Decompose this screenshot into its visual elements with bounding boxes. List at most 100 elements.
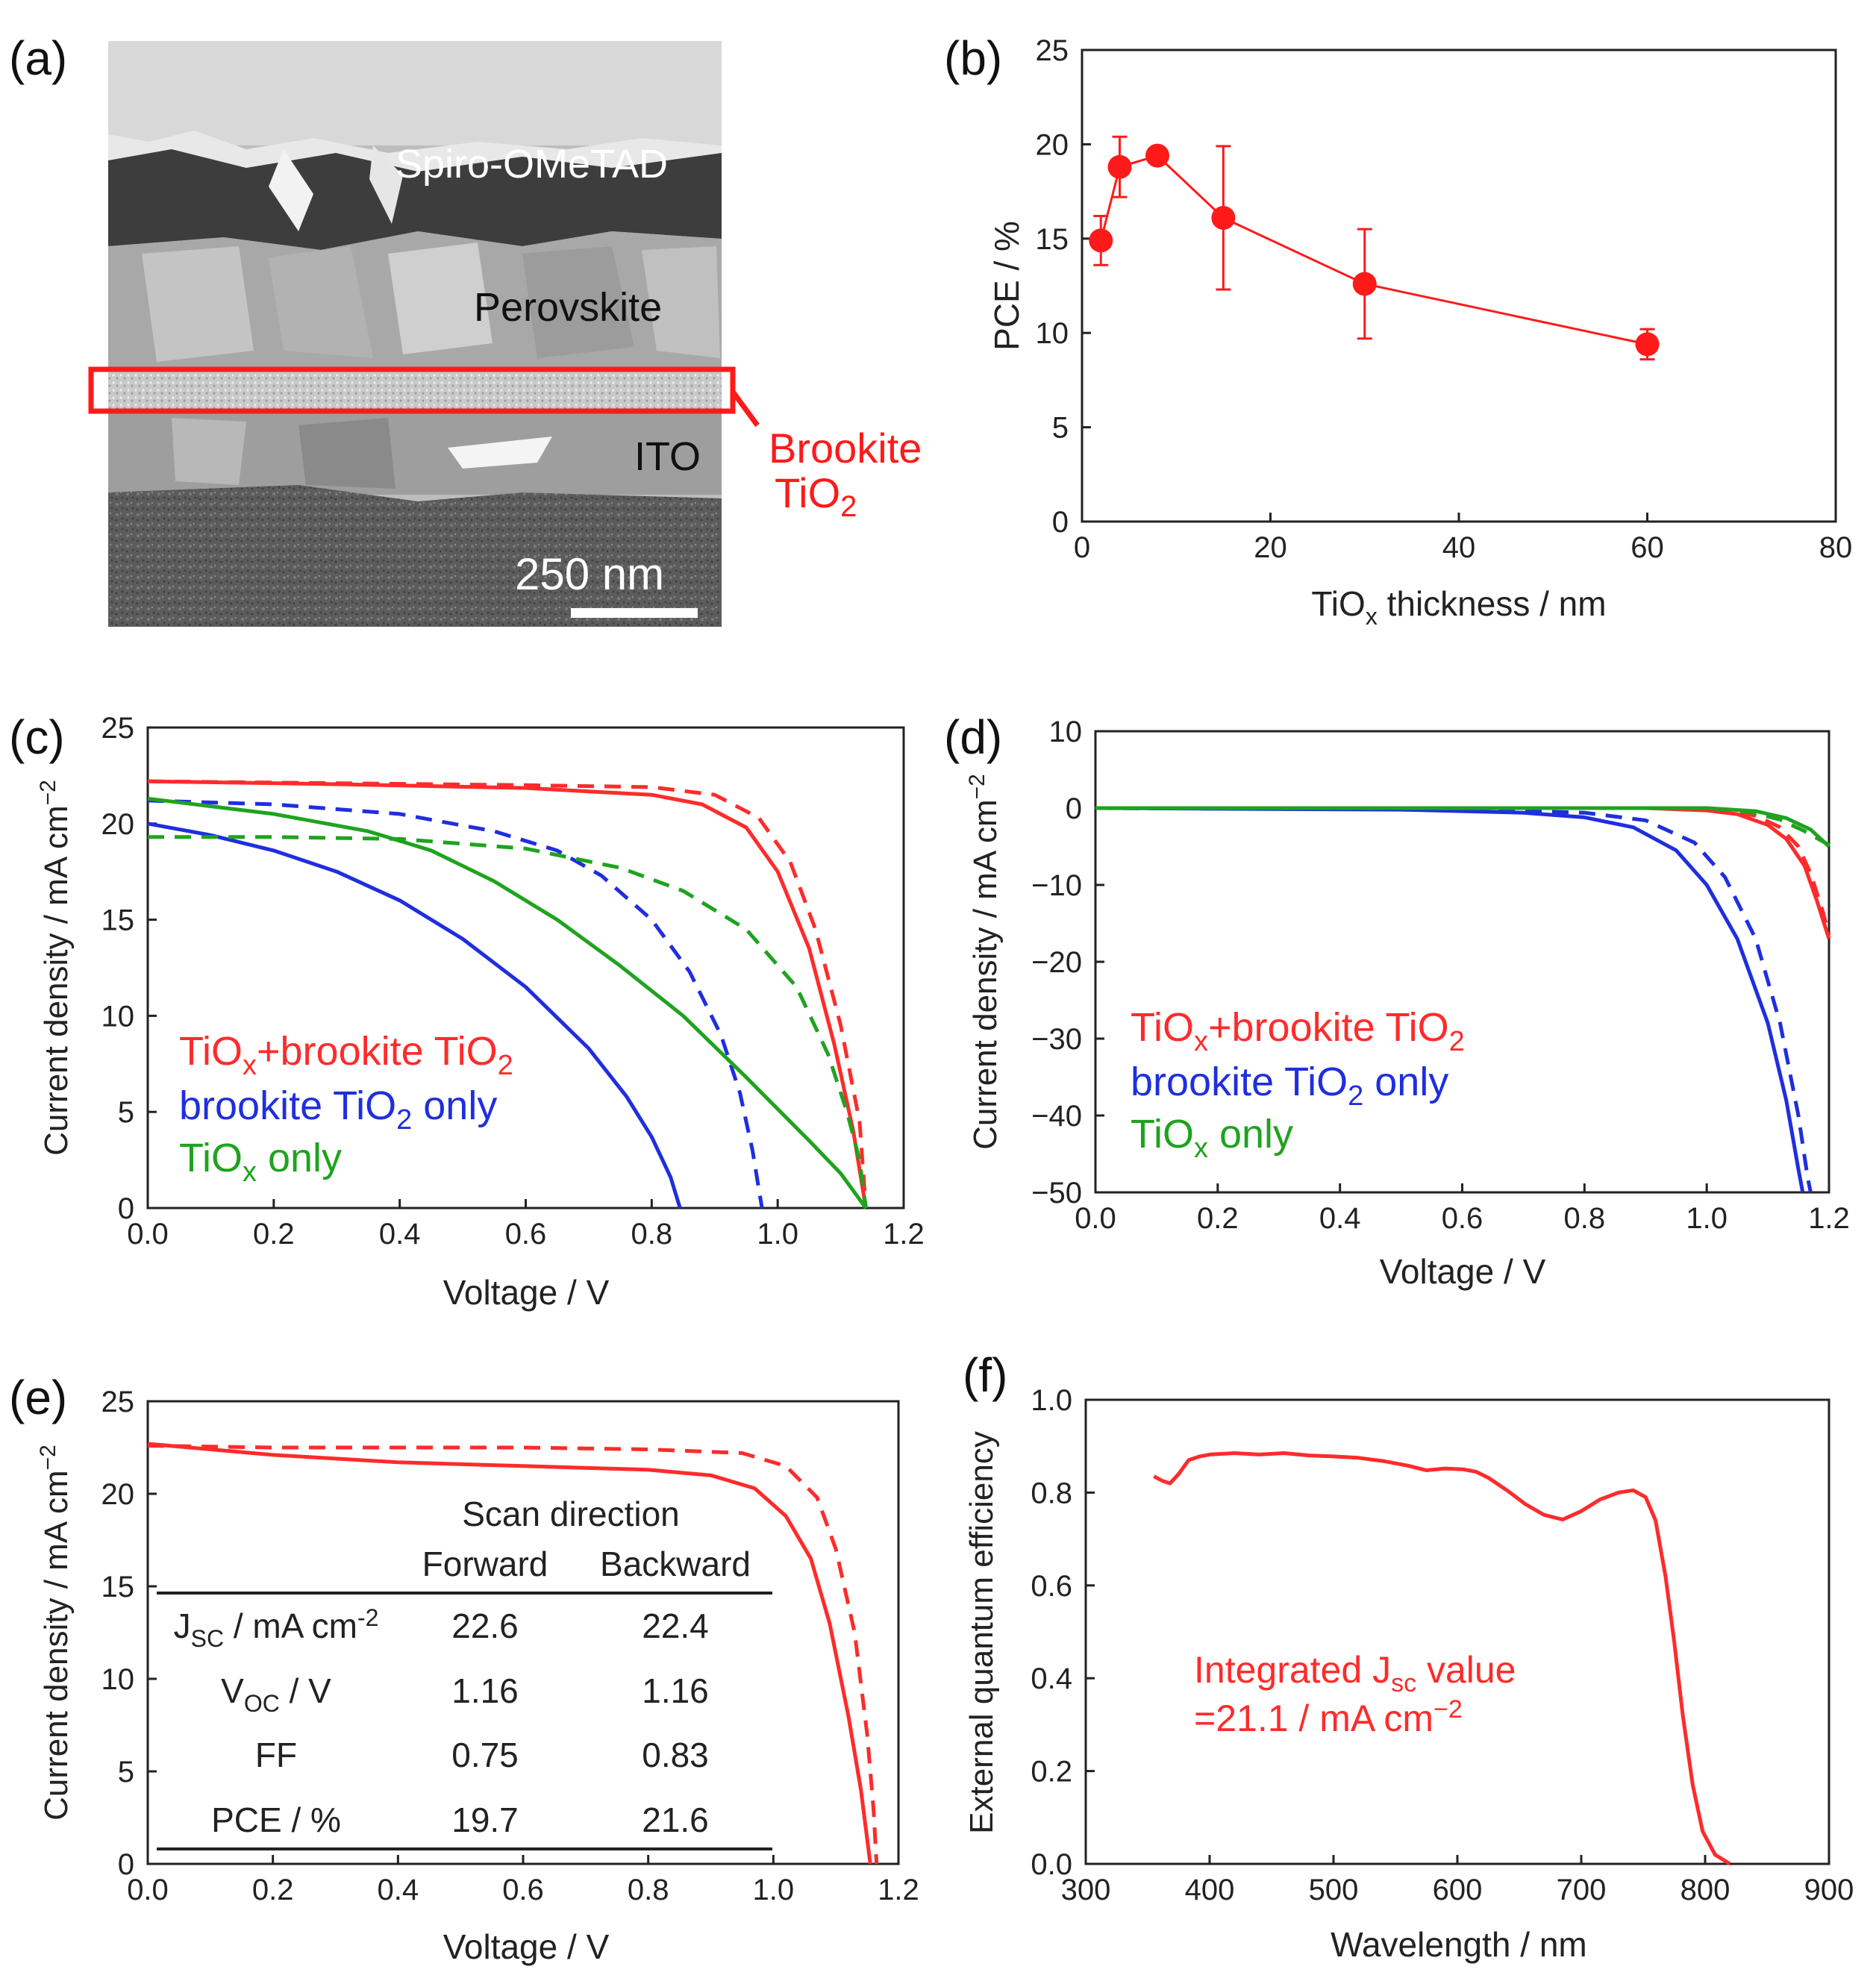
sem-image xyxy=(88,41,760,627)
y-tick-label-d-1: −40 xyxy=(1031,1100,1082,1133)
table-cell-pce-forward: 19.7 xyxy=(451,1800,519,1839)
x-axis-label-e: Voltage / V xyxy=(443,1927,610,1966)
table-col-forward: Forward xyxy=(422,1545,548,1583)
table-row-label-jsc: JSC / mA cm-2 xyxy=(174,1604,379,1652)
data-point-0 xyxy=(1089,228,1113,253)
table-row-label-ff: FF xyxy=(255,1736,297,1774)
layer-label-ito: ITO xyxy=(634,434,701,479)
x-tick-label-f-0: 300 xyxy=(1061,1874,1111,1906)
table-cell-voc-forward: 1.16 xyxy=(451,1671,519,1710)
y-tick-label-e-4: 20 xyxy=(101,1478,135,1511)
y-tick-label-b-1: 5 xyxy=(1052,412,1069,445)
legend-c-item-1: brookite TiO2 only xyxy=(179,1083,497,1136)
panel-c: (c) 0.0 0.2 0.4 0.6 0.8 1.0 1.2 0 5 10 15 20 25 Curr… xyxy=(9,710,925,1312)
axis-ticks-b: 0 20 40 60 80 0 5 10 15 20 25 xyxy=(1036,34,1853,564)
y-tick-label-e-2: 10 xyxy=(101,1663,135,1696)
layer-label-spiro: Spiro-OMeTAD xyxy=(395,142,668,187)
panel-label-f: (f) xyxy=(963,1348,1007,1402)
series-line-c-2 xyxy=(147,822,682,1209)
x-tick-label-f-4: 700 xyxy=(1557,1874,1607,1906)
y-tick-label-f-3: 0.6 xyxy=(1031,1570,1072,1603)
axis-ticks-d: 0.0 0.2 0.4 0.6 0.8 1.0 1.2 −50 −40 −30 −20 −10 0 10 xyxy=(1031,716,1850,1235)
y-axis-label-f: External quantum efficiency xyxy=(963,1431,1000,1834)
series-line-c-5 xyxy=(148,835,868,1209)
table-col-backward: Backward xyxy=(600,1545,751,1583)
legend-d-item-2: TiOx only xyxy=(1131,1112,1293,1164)
plot-frame-d xyxy=(1094,730,1830,1194)
y-tick-label-b-0: 0 xyxy=(1052,506,1069,539)
series-line-c-0 xyxy=(147,779,868,1209)
x-axis-label-b: TiOx thickness / nm xyxy=(1311,584,1606,630)
y-tick-label-c-4: 20 xyxy=(101,808,135,841)
panel-label-d: (d) xyxy=(944,710,1002,764)
table-cell-ff-backward: 0.83 xyxy=(642,1736,709,1774)
axis-ticks-e: 0.0 0.2 0.4 0.6 0.8 1.0 1.2 0 5 10 15 20 25 xyxy=(101,1386,919,1906)
y-tick-label-f-4: 0.8 xyxy=(1031,1477,1072,1509)
y-tick-label-d-3: −20 xyxy=(1031,946,1082,979)
table-cell-ff-forward: 0.75 xyxy=(451,1736,519,1774)
y-tick-label-c-1: 5 xyxy=(118,1096,134,1129)
data-point-5 xyxy=(1635,332,1660,357)
y-tick-label-e-1: 5 xyxy=(118,1756,134,1789)
series-line-f-0 xyxy=(1153,1451,1731,1866)
table-cell-jsc-backward: 22.4 xyxy=(642,1606,709,1645)
data-point-2 xyxy=(1145,143,1169,168)
x-tick-label-b-2: 40 xyxy=(1442,531,1476,564)
data-point-3 xyxy=(1211,205,1236,230)
y-axis-label-b: PCE / % xyxy=(987,221,1026,351)
results-table: Scan direction Forward Backward JSC / mA… xyxy=(157,1495,772,1850)
plot-frame-b xyxy=(1081,48,1837,523)
x-tick-label-e-1: 0.2 xyxy=(252,1874,294,1906)
y-axis-label-e: Current density / mA cm−2 xyxy=(36,1445,75,1821)
legend-d-item-1: brookite TiO2 only xyxy=(1131,1060,1448,1112)
x-tick-label-c-0: 0.0 xyxy=(127,1218,169,1251)
annotation-line-2: =21.1 / mA cm−2 xyxy=(1194,1695,1463,1739)
pce-trend-line xyxy=(1099,154,1648,345)
x-tick-label-f-3: 600 xyxy=(1433,1874,1483,1906)
series-line-e-1 xyxy=(147,1444,879,1865)
layer-label-perovskite: Perovskite xyxy=(474,285,662,330)
y-tick-label-d-6: 10 xyxy=(1049,716,1083,748)
data-marks-b xyxy=(1089,135,1660,361)
panel-b: (b) 0 20 40 60 80 0 5 10 15 20 25 PCE / % TiOx thi… xyxy=(944,31,1852,630)
y-tick-label-e-3: 15 xyxy=(101,1571,135,1603)
x-tick-label-c-6: 1.2 xyxy=(883,1218,925,1251)
series-line-d-2 xyxy=(1095,806,1831,939)
series-line-d-4 xyxy=(1095,806,1830,848)
legend-c-item-0: TiOx+brookite TiO2 xyxy=(179,1029,513,1081)
x-tick-label-b-1: 20 xyxy=(1254,531,1287,564)
y-tick-label-f-0: 0.0 xyxy=(1031,1848,1072,1881)
panel-label-c: (c) xyxy=(9,710,65,764)
scale-bar-label: 250 nm xyxy=(515,549,664,599)
table-title: Scan direction xyxy=(462,1495,680,1533)
x-tick-label-b-3: 60 xyxy=(1630,531,1664,564)
series-line-e-0 xyxy=(147,1442,872,1865)
brookite-highlight-box xyxy=(88,366,736,414)
y-tick-label-f-1: 0.2 xyxy=(1031,1756,1072,1789)
callout-brookite: Brookite xyxy=(769,425,922,472)
panel-a: (a) xyxy=(9,31,922,627)
table-row-label-voc: VOC / V xyxy=(221,1671,331,1717)
y-tick-label-c-3: 15 xyxy=(101,904,135,937)
x-tick-label-d-4: 0.8 xyxy=(1564,1202,1606,1235)
y-tick-label-f-5: 1.0 xyxy=(1031,1384,1072,1417)
x-tick-label-e-2: 0.4 xyxy=(378,1874,419,1906)
x-tick-label-e-3: 0.6 xyxy=(502,1874,544,1906)
x-tick-label-b-4: 80 xyxy=(1819,531,1853,564)
x-tick-label-d-2: 0.4 xyxy=(1319,1202,1361,1235)
x-tick-label-f-2: 500 xyxy=(1309,1874,1359,1906)
panel-d: (d) 0.0 0.2 0.4 0.6 0.8 1.0 1.2 −50 −40 −30 −20 −10… xyxy=(944,710,1850,1291)
x-tick-label-e-5: 1.0 xyxy=(753,1874,795,1906)
y-tick-label-d-4: −10 xyxy=(1031,869,1082,902)
axis-ticks-f: 300 400 500 600 700 800 900 0.0 0.2 0.4 0.6 0.8 1.0 xyxy=(1031,1384,1854,1906)
series-line-d-1 xyxy=(1095,806,1813,1193)
series-line-c-3 xyxy=(147,798,764,1209)
legend-c: TiOx+brookite TiO2 brookite TiO2 only Ti… xyxy=(179,1029,513,1188)
y-tick-label-b-5: 25 xyxy=(1036,34,1069,67)
series-line-c-1 xyxy=(147,779,868,1209)
y-tick-label-d-5: 0 xyxy=(1066,792,1082,825)
table-cell-voc-backward: 1.16 xyxy=(642,1671,709,1710)
x-tick-label-e-6: 1.2 xyxy=(878,1874,919,1906)
x-tick-label-f-1: 400 xyxy=(1185,1874,1235,1906)
y-tick-label-c-2: 10 xyxy=(101,1000,135,1033)
